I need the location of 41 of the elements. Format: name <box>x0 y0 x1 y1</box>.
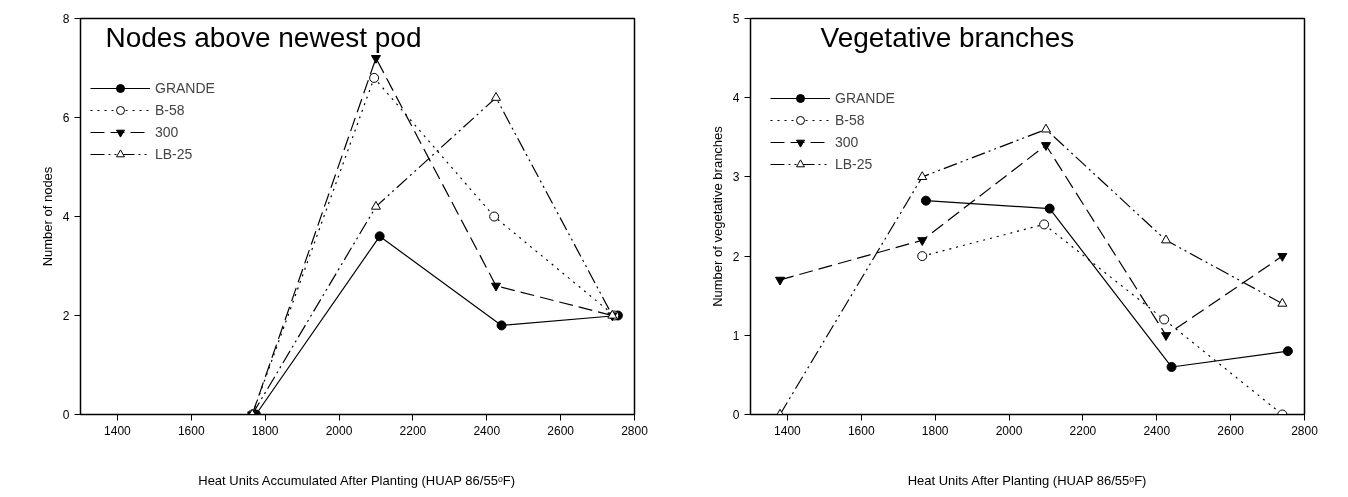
x-tick-label: 1400 <box>104 423 132 438</box>
x-tick-label: 1600 <box>177 423 205 438</box>
x-tick-label: 2400 <box>1143 423 1171 438</box>
x-tick-label: 2000 <box>995 423 1023 438</box>
x-axis-title: Heat Units Accumulated After Planting (HUAP 86/55ᵒF) <box>198 472 516 488</box>
x-tick-label: 1600 <box>847 423 875 438</box>
x-tick-label: 2200 <box>399 423 427 438</box>
x-tick-label: 2400 <box>473 423 501 438</box>
x-tick-label: 2800 <box>621 423 649 438</box>
y-tick-label: 2 <box>62 309 70 323</box>
y-tick-label: 5 <box>732 12 740 26</box>
y-tick-label: 3 <box>732 170 740 185</box>
y-tick-label: 8 <box>62 12 70 26</box>
legend-label: LB-25 <box>835 156 873 172</box>
y-axis-title: Number of nodes <box>39 166 55 267</box>
legend-label: GRANDE <box>155 80 215 96</box>
y-tick-label: 2 <box>732 249 740 264</box>
y-tick-label: 0 <box>732 408 740 422</box>
legend-label: 300 <box>835 134 859 150</box>
y-tick-label: 0 <box>62 408 70 422</box>
x-tick-label: 2000 <box>325 423 353 438</box>
y-tick-label: 4 <box>732 91 740 106</box>
x-tick-label: 1400 <box>774 423 802 438</box>
x-tick-label: 2600 <box>1217 423 1245 438</box>
legend-label: B-58 <box>155 102 185 118</box>
legend-label: LB-25 <box>155 146 193 162</box>
chart-title: Nodes above newest pod <box>105 21 422 53</box>
x-tick-label: 2800 <box>1291 423 1319 438</box>
y-tick-label: 4 <box>62 210 70 224</box>
legend-label: B-58 <box>835 112 865 128</box>
chart-title: Vegetative branches <box>820 21 1075 53</box>
x-tick-label: 2600 <box>547 423 575 438</box>
y-axis-title: Number of vegetative branches <box>709 125 725 307</box>
x-tick-label: 2200 <box>1069 423 1097 438</box>
y-tick-label: 6 <box>62 111 70 125</box>
y-tick-label: 1 <box>732 328 740 343</box>
x-axis-title: Heat Units After Planting (HUAP 86/55ᵒF) <box>907 472 1147 488</box>
legend-label: 300 <box>155 124 179 140</box>
legend-label: GRANDE <box>835 90 895 106</box>
x-tick-label: 1800 <box>251 423 279 438</box>
x-tick-label: 1800 <box>921 423 949 438</box>
